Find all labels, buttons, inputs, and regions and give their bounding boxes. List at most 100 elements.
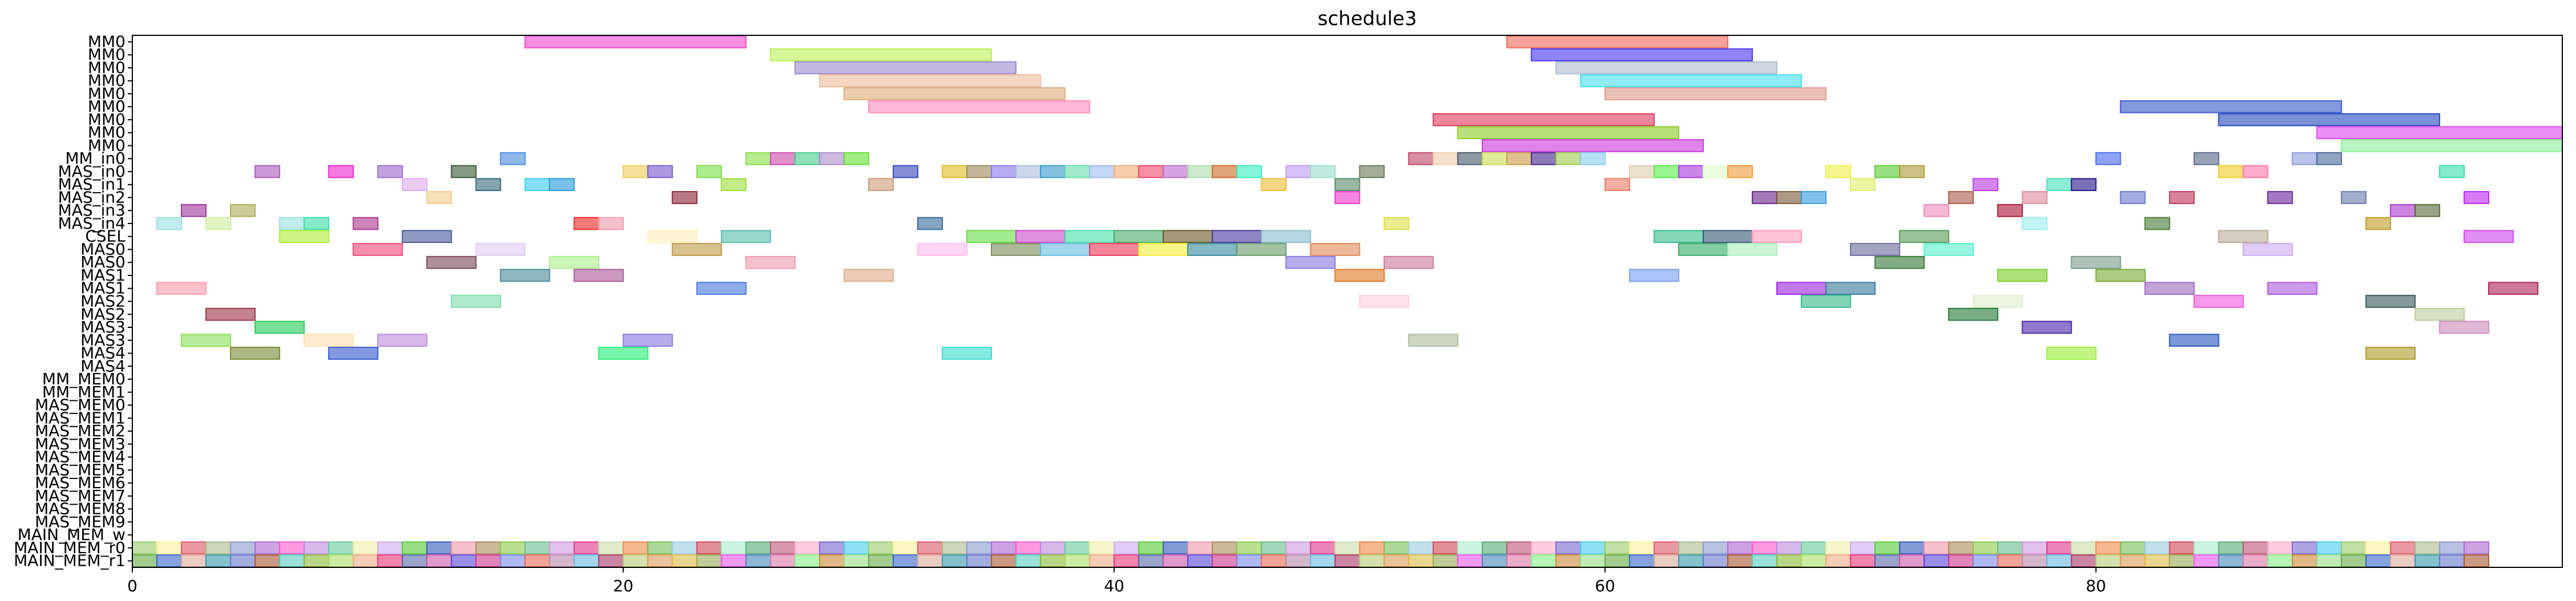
task-bar [1629,165,1655,178]
task-bar [353,243,403,256]
task-bar [1113,554,1140,567]
task-bar [769,48,993,62]
task-bar [1972,178,1999,192]
task-bar [1972,295,2023,308]
y-tick-label: CSEL [85,227,125,246]
task-bar [1163,165,1189,178]
task-bar [1457,554,1483,567]
task-bar [254,554,281,567]
task-bar [377,165,403,178]
task-bar [475,554,501,567]
task-bar [892,165,918,178]
y-tick-label: MAS_in1 [58,175,125,194]
y-tick-label: MM_in0 [65,149,125,168]
task-bar [647,165,673,178]
task-bar [2463,191,2489,204]
task-bar [1653,230,1704,243]
task-bar [1064,165,1091,178]
task-bar [1579,541,1606,555]
task-bar [2095,152,2121,165]
task-bar [181,334,232,347]
task-bar [1089,541,1115,555]
task-bar [769,152,796,165]
task-bar [1997,541,2023,555]
x-axis: 0 20 40 60 80 [127,567,2106,595]
task-bar [1285,541,1311,555]
y-tick-label: MAS_MEM0 [35,396,125,415]
task-bar [892,554,918,567]
task-bar [2414,554,2440,567]
y-tick-label: MAS_in2 [58,188,125,206]
task-bar [2340,541,2367,555]
task-bar [1187,554,1213,567]
task-bar [1481,541,1508,555]
task-bar [2071,554,2097,567]
task-bar [2071,255,2121,269]
task-bar [1383,255,1434,269]
task-bar [1113,165,1140,178]
task-bar [2365,554,2391,567]
task-bar [622,541,649,555]
task-bar [205,554,232,567]
task-bar [1015,230,1066,243]
task-bar [942,541,968,555]
task-bar [647,230,698,243]
task-bar [524,554,550,567]
task-bar [917,554,943,567]
task-bar [2169,334,2219,347]
task-bar [1187,243,1238,256]
y-tick-label: MAS_MEM1 [35,408,125,427]
task-bar [2316,541,2342,555]
y-tick-label: MM_MEM0 [42,369,125,388]
task-bar [1163,554,1189,567]
task-bar [377,541,403,555]
task-bar [2242,541,2269,555]
task-bar [598,541,624,555]
task-bar [1506,554,1532,567]
task-bar [279,217,305,230]
task-bar [1383,541,1409,555]
y-tick-label: MM_MEM1 [42,383,125,401]
task-bar [2144,554,2170,567]
task-bar [647,554,673,567]
task-bar [843,269,894,282]
task-bar [1481,554,1508,567]
task-bar [500,269,550,282]
task-bar [2439,320,2489,334]
task-bar [1653,541,1679,555]
task-bar [1555,554,1581,567]
y-axis: MM0MM0MM0MM0MM0MM0MM0MM0MM0MM_in0MAS_in0… [14,32,132,570]
task-bar [1432,152,1459,165]
task-bar [230,347,281,360]
task-bar [1825,282,1876,295]
task-bar [2316,554,2342,567]
task-bar [622,334,673,347]
task-bar [868,541,894,555]
task-bar [451,165,477,178]
task-bar [966,541,993,555]
task-bar [549,178,575,192]
task-bar [1359,554,1385,567]
task-bar [1432,541,1459,555]
task-bar [426,255,477,269]
task-bar [156,541,183,555]
task-bar [1236,165,1262,178]
y-tick-label: MAIN_MEM_r0 [14,538,125,557]
task-bar [254,165,281,178]
task-bar [696,541,722,555]
task-bar [328,554,354,567]
chart-title: schedule3 [1318,7,1417,30]
task-bar [1212,230,1262,243]
task-bar [769,541,796,555]
task-bar [1874,165,1901,178]
task-bar [1310,541,1336,555]
y-tick-label: MAS3 [80,318,125,336]
task-bar [1089,243,1140,256]
task-bar [1481,139,1704,152]
y-tick-label: MAIN_MEM_w [18,525,125,544]
task-bar [279,554,305,567]
task-bar [2046,347,2097,360]
task-bar [1212,541,1238,555]
task-bar [1261,178,1287,192]
task-bar [303,334,354,347]
